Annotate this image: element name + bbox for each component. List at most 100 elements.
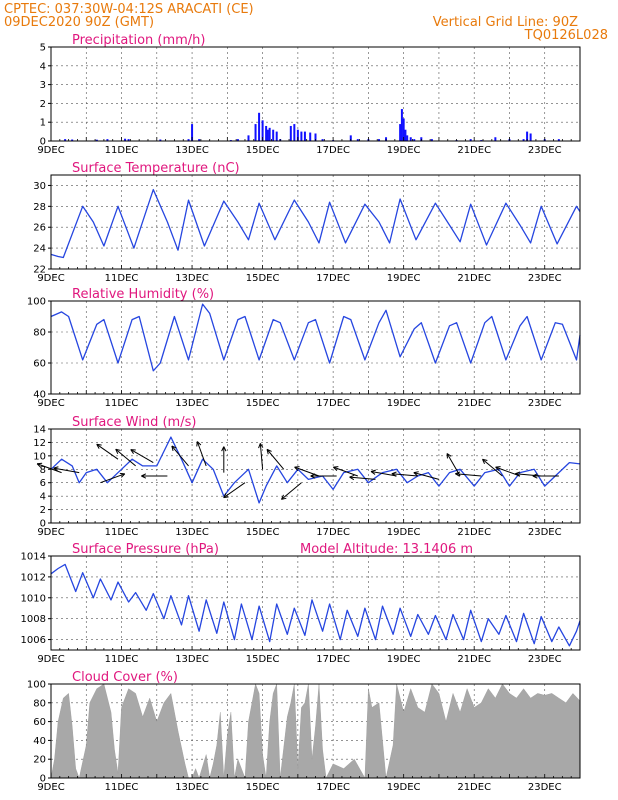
precip-bar (309, 132, 312, 141)
wind-vector-arrow (413, 471, 440, 480)
x-tick-label: 13DEC (175, 273, 209, 284)
precip-bar (187, 139, 190, 141)
precip-bar (296, 129, 299, 141)
y-tick-label: 4 (40, 492, 46, 503)
x-tick-label: 13DEC (175, 782, 209, 793)
wind-vector-arrow (196, 441, 207, 467)
x-tick-label: 19DEC (387, 398, 421, 409)
y-tick-label: 1010 (21, 593, 46, 604)
header-grid-note: Vertical Grid Line: 90Z (433, 15, 578, 30)
x-tick-label: 9DEC (37, 527, 64, 538)
x-tick-label: 23DEC (528, 654, 562, 665)
precip-bar (191, 124, 194, 141)
y-tick-label: 4 (40, 61, 46, 72)
y-tick-label: 2 (40, 505, 46, 516)
wind-vector-arrow (455, 471, 482, 477)
precip-bar (236, 139, 239, 141)
cloud-panel: Cloud Cover (%) 0 20 40 60 80 100 9DEC 11DEC 13DE… (27, 670, 581, 793)
cloud-cover-area (50, 683, 581, 779)
precip-bar (258, 112, 261, 141)
x-tick-label: 17DEC (316, 145, 350, 156)
pressure-panel: Surface Pressure (hPa) Model Altitude: 13… (21, 542, 581, 665)
precipitation-panel: Precipitation (mm/h) 0 1 2 3 4 5 9DEC 11DEC 13DEC… (37, 33, 581, 156)
precip-bar (95, 139, 98, 141)
x-tick-label: 21DEC (457, 527, 491, 538)
precip-bar (106, 139, 109, 141)
x-tick-label: 23DEC (528, 527, 562, 538)
y-tick-label: 60 (33, 717, 46, 728)
wind-vector-arrow (281, 482, 302, 500)
y-tick-label: 80 (33, 328, 46, 339)
precip-bar (303, 131, 306, 141)
precip-bar (349, 135, 352, 141)
cloud-title: Cloud Cover (%) (72, 670, 178, 685)
x-tick-label: 9DEC (37, 145, 64, 156)
wind-vector-arrow (349, 474, 376, 481)
y-tick-label: 60 (33, 359, 46, 370)
x-tick-label: 11DEC (105, 782, 139, 793)
temperature-title: Surface Temperature (nC) (72, 161, 240, 176)
y-tick-label: 3 (40, 80, 46, 91)
wind-vector-arrow (391, 471, 418, 477)
precip-bar (265, 125, 268, 141)
x-tick-label: 15DEC (246, 398, 280, 409)
wind-vector-arrow (96, 443, 119, 460)
precip-bar (494, 137, 497, 141)
x-tick-label: 15DEC (246, 782, 280, 793)
precip-bar (314, 133, 317, 141)
precip-bar (409, 137, 412, 141)
x-tick-label: 19DEC (387, 782, 421, 793)
x-tick-label: 23DEC (528, 398, 562, 409)
wind-vector-arrow (130, 449, 154, 464)
y-tick-label: 0 (40, 774, 46, 785)
humidity-panel: Relative Humidity (%) 40 60 80 100 9DEC 11DEC 1… (27, 287, 581, 409)
wind-vector-arrow (266, 448, 285, 470)
y-tick-label: 26 (33, 223, 46, 234)
x-tick-label: 19DEC (387, 273, 421, 284)
precip-bar (124, 138, 127, 141)
precip-bar (266, 129, 269, 141)
precip-bar (254, 124, 257, 141)
y-tick-label: 1014 (21, 552, 46, 563)
precip-bar (399, 124, 402, 141)
y-tick-label: 12 (33, 438, 46, 449)
panel-frame (50, 174, 581, 270)
x-tick-label: 13DEC (175, 654, 209, 665)
y-tick-label: 0 (40, 519, 46, 530)
wind-vector-arrow (370, 469, 397, 477)
header-location: CPTEC: 037:30W-04:12S ARACATI (CE) (4, 2, 254, 17)
x-tick-label: 17DEC (316, 398, 350, 409)
y-tick-label: 40 (33, 736, 46, 747)
wind-vector-arrow (221, 446, 227, 473)
y-tick-label: 1 (40, 118, 46, 129)
y-tick-label: 1008 (21, 614, 46, 625)
wind-panel: Surface Wind (m/s) 0 2 4 6 8 10 12 14 9DEC 11DEC 13… (33, 415, 581, 538)
wind-vector-arrow (223, 482, 246, 499)
precip-bar (356, 139, 359, 141)
x-tick-label: 21DEC (457, 145, 491, 156)
panel-frame (50, 46, 581, 142)
y-tick-label: 22 (33, 265, 46, 276)
header-code: TQ0126L028 (524, 28, 608, 43)
x-tick-label: 13DEC (175, 527, 209, 538)
precip-bar (529, 133, 532, 141)
y-tick-label: 10 (33, 451, 46, 462)
wind-vector-arrow (333, 466, 358, 477)
y-tick-label: 40 (33, 390, 46, 401)
y-tick-label: 80 (33, 698, 46, 709)
precip-bar (469, 139, 472, 141)
precip-bar (404, 129, 407, 141)
x-tick-label: 13DEC (175, 398, 209, 409)
precip-bar (557, 139, 560, 141)
precip-bar (526, 131, 529, 141)
x-tick-label: 21DEC (457, 782, 491, 793)
x-tick-label: 21DEC (457, 654, 491, 665)
x-tick-label: 21DEC (457, 273, 491, 284)
x-tick-label: 17DEC (316, 782, 350, 793)
y-tick-label: 20 (33, 755, 46, 766)
x-tick-label: 9DEC (37, 398, 64, 409)
precip-bar (272, 129, 275, 141)
precip-bar (275, 131, 278, 141)
precip-bar (402, 118, 405, 141)
wind-vector-arrow (532, 473, 559, 479)
